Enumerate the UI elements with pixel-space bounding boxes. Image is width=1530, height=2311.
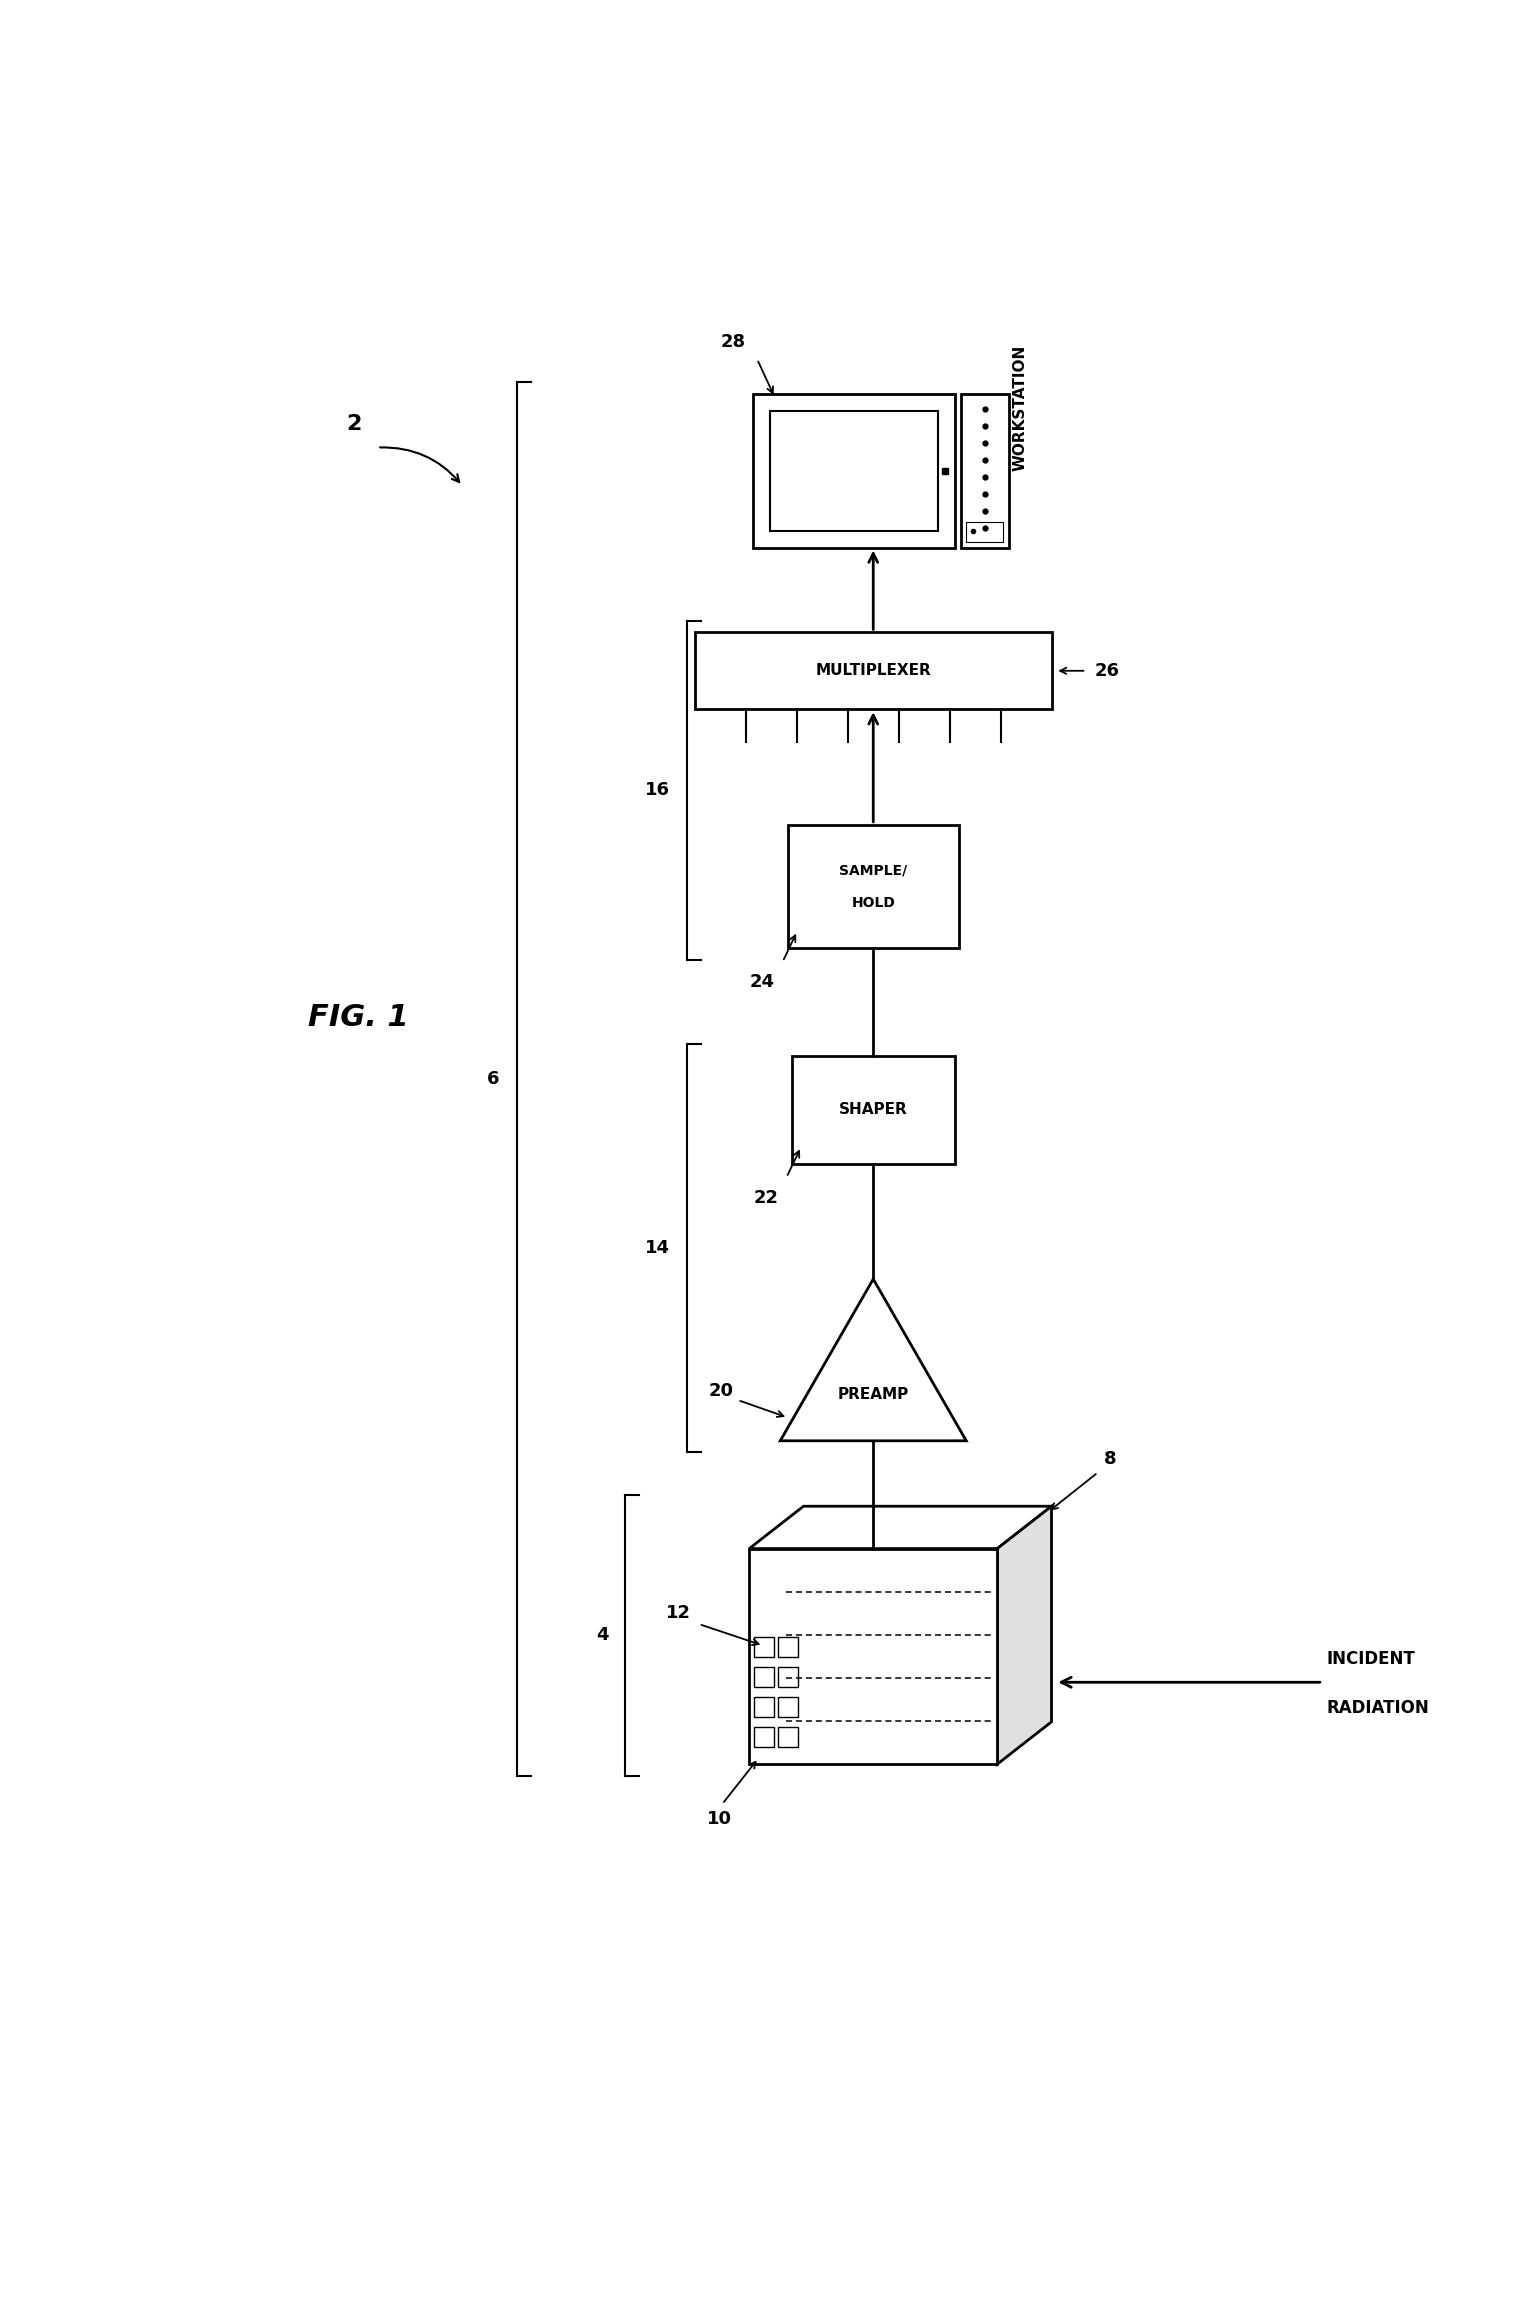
Bar — [788, 825, 958, 948]
Bar — [754, 1636, 774, 1657]
Bar — [770, 411, 938, 532]
Text: 16: 16 — [646, 781, 670, 800]
Bar — [754, 1666, 774, 1687]
Text: 22: 22 — [754, 1188, 779, 1206]
Bar — [754, 1696, 774, 1717]
Text: 14: 14 — [646, 1239, 670, 1257]
Polygon shape — [750, 1548, 998, 1763]
Text: WORKSTATION: WORKSTATION — [1013, 344, 1028, 471]
Text: SAMPLE/: SAMPLE/ — [838, 864, 907, 878]
Text: 8: 8 — [1103, 1449, 1115, 1467]
Text: 24: 24 — [750, 973, 774, 991]
Bar — [753, 393, 955, 548]
Text: 26: 26 — [1094, 661, 1118, 679]
Text: 20: 20 — [708, 1382, 734, 1400]
Text: 2: 2 — [346, 414, 361, 434]
Bar — [777, 1696, 799, 1717]
Text: 10: 10 — [707, 1810, 733, 1828]
Text: PREAMP: PREAMP — [837, 1387, 909, 1403]
Bar — [793, 1056, 955, 1165]
Text: 4: 4 — [595, 1627, 609, 1643]
Bar — [961, 393, 1008, 548]
Text: INCIDENT: INCIDENT — [1327, 1650, 1415, 1669]
Bar — [967, 522, 1004, 543]
Polygon shape — [998, 1507, 1051, 1763]
Bar — [777, 1726, 799, 1747]
Bar — [777, 1636, 799, 1657]
Text: HOLD: HOLD — [851, 897, 895, 911]
Text: 28: 28 — [721, 333, 745, 351]
Text: FIG. 1: FIG. 1 — [308, 1003, 409, 1031]
Polygon shape — [780, 1278, 967, 1440]
Text: RADIATION: RADIATION — [1327, 1699, 1429, 1717]
Bar — [754, 1726, 774, 1747]
Polygon shape — [750, 1507, 1051, 1548]
Text: SHAPER: SHAPER — [838, 1102, 907, 1116]
Bar — [777, 1666, 799, 1687]
Text: 12: 12 — [666, 1604, 692, 1622]
Text: 6: 6 — [487, 1070, 500, 1088]
Text: MULTIPLEXER: MULTIPLEXER — [815, 663, 932, 679]
Bar — [695, 633, 1051, 709]
